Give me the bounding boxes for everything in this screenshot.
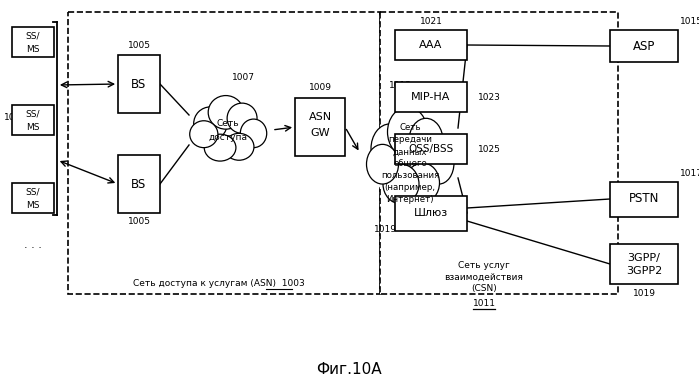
Ellipse shape [194, 107, 227, 141]
Text: BS: BS [131, 177, 147, 190]
Ellipse shape [204, 134, 236, 161]
Text: SS/: SS/ [26, 109, 41, 119]
Text: AAA: AAA [419, 40, 442, 50]
FancyBboxPatch shape [12, 27, 54, 57]
Text: SS/: SS/ [26, 31, 41, 40]
Text: 1019: 1019 [373, 225, 396, 235]
Ellipse shape [189, 121, 218, 147]
Text: 3GPP2: 3GPP2 [626, 266, 662, 276]
Text: ASP: ASP [633, 40, 655, 53]
Text: 1017: 1017 [680, 169, 699, 177]
Ellipse shape [370, 114, 450, 201]
Text: ASN: ASN [308, 112, 331, 122]
Text: MS: MS [27, 200, 40, 210]
FancyBboxPatch shape [12, 105, 54, 135]
Text: 1013: 1013 [389, 81, 412, 91]
FancyBboxPatch shape [295, 98, 345, 156]
Text: 1011: 1011 [473, 300, 496, 308]
Ellipse shape [240, 119, 267, 147]
FancyBboxPatch shape [610, 244, 678, 284]
FancyBboxPatch shape [68, 12, 380, 294]
Text: Шлюз: Шлюз [414, 208, 448, 218]
Text: 1015: 1015 [680, 17, 699, 25]
FancyBboxPatch shape [395, 196, 467, 231]
Text: 1001: 1001 [4, 114, 27, 122]
Text: GW: GW [310, 128, 330, 138]
Text: 1025: 1025 [477, 144, 500, 154]
Text: Сеть: Сеть [399, 124, 421, 132]
Text: OSS/BSS: OSS/BSS [408, 144, 454, 154]
Text: 1005: 1005 [127, 41, 150, 51]
Text: MIP-HA: MIP-HA [411, 92, 451, 102]
Ellipse shape [383, 164, 419, 204]
Text: BS: BS [131, 78, 147, 91]
Text: Сеть: Сеть [217, 119, 239, 129]
Text: доступа: доступа [208, 134, 247, 142]
Text: Сеть услуг: Сеть услуг [458, 262, 510, 270]
Text: 1023: 1023 [477, 93, 500, 101]
Text: Интернет): Интернет) [387, 195, 434, 205]
Ellipse shape [424, 142, 454, 184]
Text: пользования: пользования [381, 172, 439, 180]
FancyBboxPatch shape [380, 12, 618, 294]
FancyBboxPatch shape [118, 55, 160, 113]
Text: 1009: 1009 [308, 83, 331, 93]
Ellipse shape [227, 103, 257, 133]
Text: MS: MS [27, 122, 40, 131]
Text: 1019: 1019 [633, 290, 656, 298]
Ellipse shape [366, 144, 398, 184]
Text: 1021: 1021 [419, 17, 442, 25]
Text: данных: данных [393, 147, 427, 157]
Ellipse shape [409, 118, 443, 163]
Text: SS/: SS/ [26, 187, 41, 197]
Text: 3GPP/: 3GPP/ [628, 253, 661, 263]
Ellipse shape [224, 133, 254, 160]
Text: Сеть доступа к услугам (ASN)  1003: Сеть доступа к услугам (ASN) 1003 [133, 280, 305, 288]
Text: общего: общего [393, 159, 427, 169]
FancyBboxPatch shape [610, 182, 678, 217]
Text: Фиг.10A: Фиг.10A [316, 362, 382, 377]
Ellipse shape [208, 96, 243, 129]
FancyBboxPatch shape [610, 30, 678, 62]
FancyBboxPatch shape [395, 82, 467, 112]
Text: (например,: (например, [384, 184, 435, 192]
Text: взаимодействия: взаимодействия [445, 273, 524, 281]
Ellipse shape [193, 101, 264, 159]
Ellipse shape [387, 107, 428, 157]
Ellipse shape [371, 124, 409, 174]
Ellipse shape [405, 163, 440, 203]
Text: (CSN): (CSN) [471, 283, 497, 293]
Text: 1007: 1007 [231, 73, 254, 83]
FancyBboxPatch shape [395, 134, 467, 164]
Text: 1005: 1005 [127, 217, 150, 227]
Text: передачи: передачи [388, 136, 432, 144]
Text: PSTN: PSTN [629, 192, 659, 205]
Text: MS: MS [27, 45, 40, 53]
FancyBboxPatch shape [395, 30, 467, 60]
FancyBboxPatch shape [118, 155, 160, 213]
FancyBboxPatch shape [12, 183, 54, 213]
Text: · · ·: · · · [24, 243, 42, 253]
